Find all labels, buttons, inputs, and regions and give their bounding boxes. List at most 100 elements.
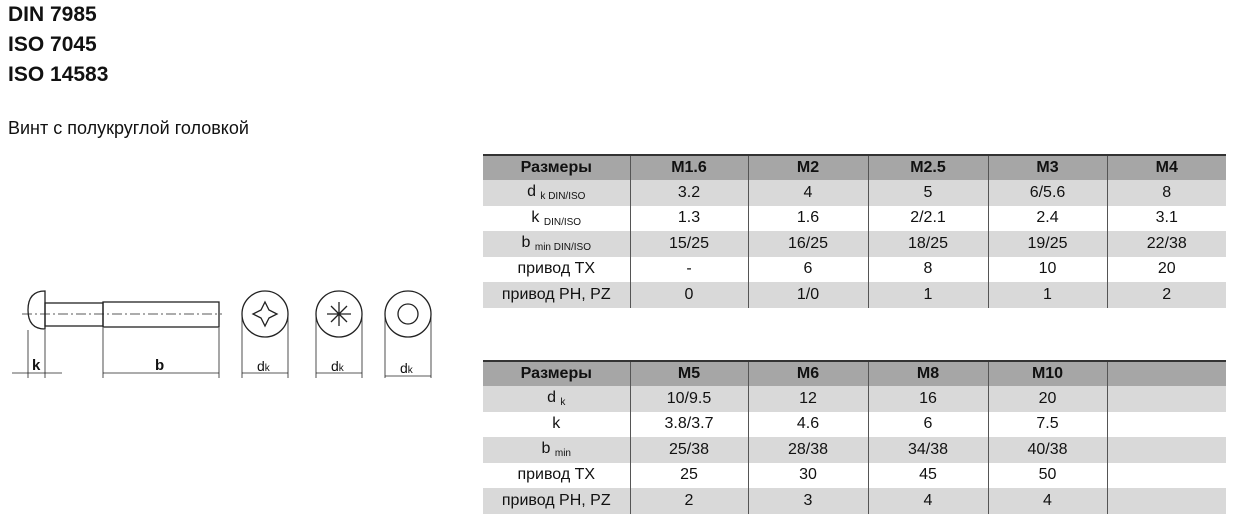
table-cell: 12 [747, 386, 868, 412]
table-cell: 8 [1106, 180, 1226, 206]
row-label: b min DIN/ISO [483, 231, 630, 257]
table-cell: 30 [747, 462, 868, 488]
table-row: b min DIN/ISO 15/25 16/25 18/25 19/25 22/38 [483, 231, 1226, 257]
table-cell: 6 [867, 411, 988, 437]
row-label-subscript: min DIN/ISO [534, 242, 591, 254]
table-cell: 7.5 [987, 411, 1107, 437]
table-cell: 22/38 [1106, 231, 1226, 257]
table-cell: 20 [987, 386, 1107, 412]
table-cell: 1.6 [747, 205, 868, 231]
row-label-subscript: k [560, 397, 566, 409]
row-label-text: b [521, 234, 531, 252]
table-row: k DIN/ISO 1.3 1.6 2/2.1 2.4 3.1 [483, 205, 1226, 232]
standard-iso-7045: ISO 7045 [8, 33, 97, 56]
row-label-text: k [552, 415, 561, 433]
k-dimension-label: k [32, 357, 41, 374]
table-cell: 40/38 [987, 437, 1107, 463]
table-cell: 1.3 [629, 205, 748, 231]
column-header: M5 [629, 360, 748, 386]
table-cell [1106, 411, 1226, 437]
table-cell: 10 [987, 256, 1107, 282]
standard-iso-14583: ISO 14583 [8, 63, 109, 86]
subtitle: Винт с полукруглой головкой [8, 118, 249, 138]
row-label-text: d [547, 389, 556, 407]
row-label-text: k [531, 208, 540, 226]
table-cell: 2 [629, 488, 748, 514]
table-cell: 50 [987, 462, 1107, 488]
table-row: привод TX -6 8 10 20 [483, 256, 1226, 283]
column-header: M1.6 [629, 154, 748, 180]
table-cell: 4 [867, 488, 988, 514]
column-header: M2 [747, 154, 868, 180]
row-label-text: привод TX [517, 466, 596, 484]
column-header: M2.5 [867, 154, 988, 180]
row-label-text: привод PH, PZ [501, 491, 611, 509]
row-label-text: d [527, 183, 536, 201]
row-label: привод PH, PZ [483, 488, 630, 514]
header-row: Размеры M1.6 M2 M2.5 M3 M4 [483, 154, 1226, 180]
header-row: Размеры M5 M6 M8 M10 [483, 360, 1226, 386]
table-cell: 6/5.6 [987, 180, 1107, 206]
column-header: M3 [987, 154, 1107, 180]
table-cell: 1 [987, 282, 1107, 308]
table-cell: 4 [747, 180, 868, 206]
column-header: M6 [747, 360, 868, 386]
table-row: d k DIN/ISO 3.2 4 5 6/5.6 8 [483, 180, 1226, 206]
dk-label-phillips: dk [257, 358, 271, 374]
table-cell: 20 [1106, 256, 1226, 282]
table-cell [1106, 437, 1226, 463]
standard-din-7985: DIN 7985 [8, 3, 97, 26]
table-cell: 3 [747, 488, 868, 514]
table-row: привод TX 25 30 45 50 [483, 462, 1226, 489]
table-cell: 19/25 [987, 231, 1107, 257]
column-header [1106, 360, 1226, 386]
table-cell [1106, 386, 1226, 412]
column-header: M10 [987, 360, 1107, 386]
table-cell: 16 [867, 386, 988, 412]
column-header: M8 [867, 360, 988, 386]
row-label-text: привод TX [517, 260, 596, 278]
row-label: привод TX [483, 257, 630, 283]
table-cell: 25 [629, 462, 748, 488]
table-cell: 4.6 [747, 411, 868, 437]
table-row: d k 10/9.5 12 16 20 [483, 386, 1226, 412]
table-row: k 3.8/3.7 4.6 6 7.5 [483, 411, 1226, 437]
table-cell: 25/38 [629, 437, 748, 463]
row-label: k DIN/ISO [483, 206, 630, 232]
row-label-subscript: min [554, 448, 571, 460]
table-row: b min 25/38 28/38 34/38 40/38 [483, 437, 1226, 463]
dk-label-pozidriv: dk [331, 358, 345, 374]
table-row: привод PH, PZ 0 1/0 1 1 2 [483, 282, 1226, 308]
table-cell: 3.8/3.7 [629, 411, 748, 437]
phillips-head-view [241, 290, 289, 378]
dimensions-table-m5-m10: Размеры M5 M6 M8 M10 d k 10/9.5 12 16 20 k 3.8/3.7 4… [483, 360, 1226, 514]
table-row: привод PH, PZ 2 3 4 4 [483, 488, 1226, 514]
table-cell: 10/9.5 [629, 386, 748, 412]
table-cell: 45 [867, 462, 988, 488]
row-label-subscript: k DIN/ISO [540, 191, 586, 203]
table-cell: 5 [867, 180, 988, 206]
table-cell: 6 [747, 256, 868, 282]
row-label: d k DIN/ISO [483, 180, 630, 206]
table-cell: 2/2.1 [867, 205, 988, 231]
row-label: привод TX [483, 463, 630, 489]
row-label-text: привод PH, PZ [501, 285, 611, 303]
row-label-subscript: DIN/ISO [543, 216, 582, 228]
table-cell: 16/25 [747, 231, 868, 257]
table-cell: 2 [1106, 282, 1226, 308]
b-dimension-label: b [155, 357, 164, 374]
table-cell: 2.4 [987, 205, 1107, 231]
table-cell: 18/25 [867, 231, 988, 257]
dimensions-table-m1-6-m4: Размеры M1.6 M2 M2.5 M3 M4 d k DIN/ISO 3.2 4 5 6/5… [483, 154, 1226, 308]
pozidriv-head-view [315, 290, 363, 378]
table-cell: 1/0 [747, 282, 868, 308]
screw-side-view [12, 290, 222, 378]
table-cell: 4 [987, 488, 1107, 514]
row-label-text: b [541, 440, 551, 458]
dk-label-torx: dk [400, 360, 414, 376]
table-cell [1106, 488, 1226, 514]
table-cell: 34/38 [867, 437, 988, 463]
table-cell: 8 [867, 256, 988, 282]
torx-head-view [384, 290, 432, 378]
column-header: Размеры [483, 154, 630, 180]
